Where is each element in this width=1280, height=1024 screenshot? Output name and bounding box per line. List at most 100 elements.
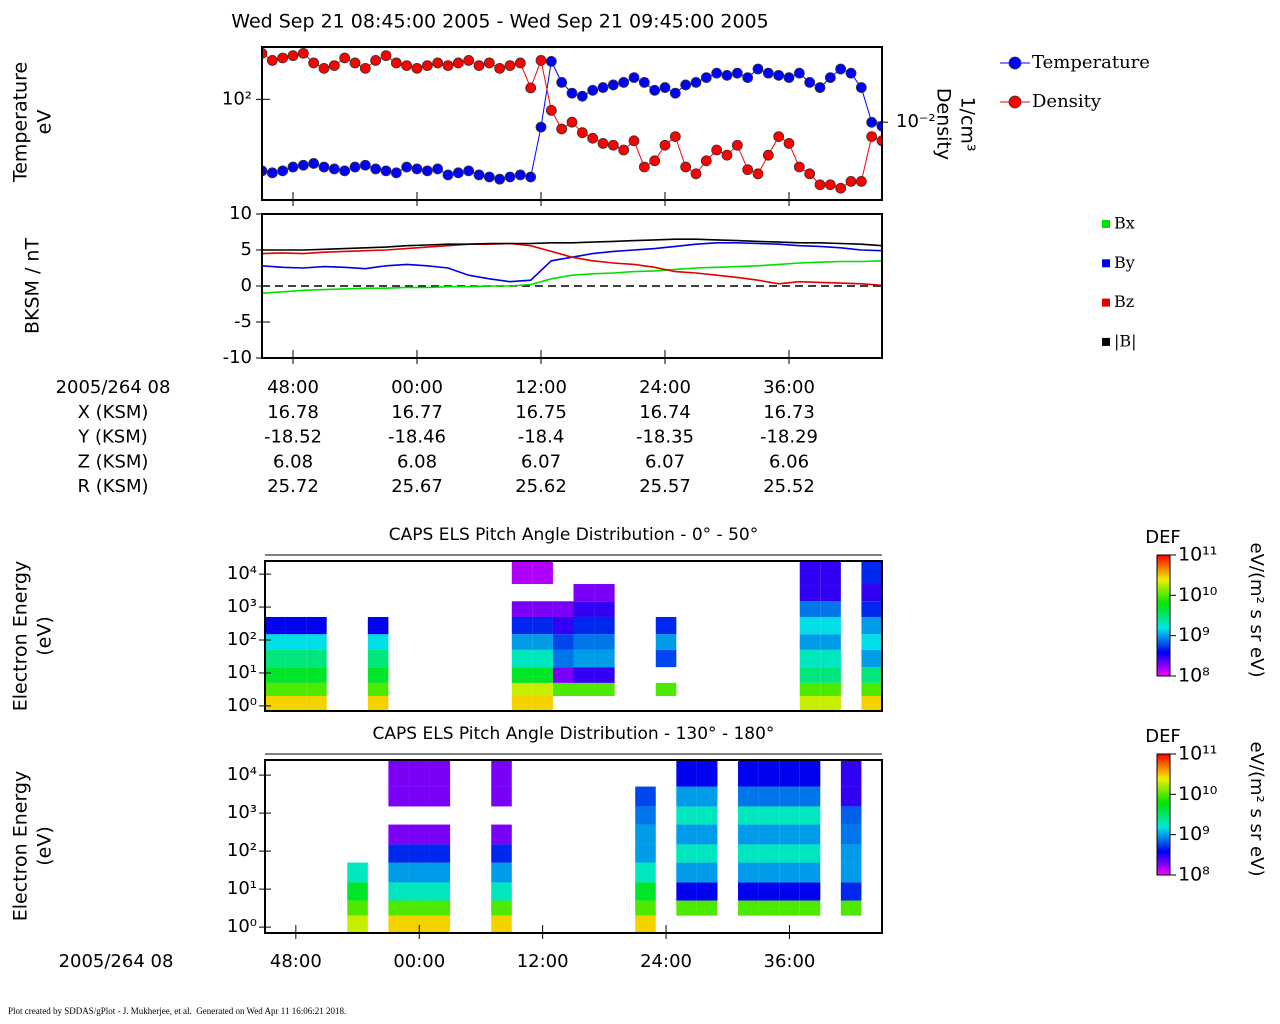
heat-cell bbox=[758, 844, 780, 863]
legend-marker bbox=[1008, 95, 1022, 109]
heat-cell bbox=[820, 649, 841, 668]
y-axis-label: BKSM / nT bbox=[22, 238, 44, 334]
heat-cell bbox=[738, 760, 759, 787]
heat-cell bbox=[655, 634, 677, 650]
heat-cell bbox=[799, 862, 821, 883]
heat-cell bbox=[635, 882, 656, 901]
colorbar-segment bbox=[1157, 643, 1170, 647]
colorbar-segment bbox=[1157, 609, 1170, 612]
heat-cell bbox=[408, 824, 430, 845]
data-point bbox=[762, 67, 774, 79]
x-tick-label: 48:00 bbox=[270, 951, 322, 972]
y-tick-label: 10³ bbox=[227, 596, 257, 617]
plot-frame bbox=[261, 213, 883, 359]
heat-cell bbox=[594, 634, 615, 650]
colorbar-segment bbox=[1157, 790, 1170, 793]
data-point bbox=[556, 76, 568, 88]
data-point bbox=[349, 57, 361, 69]
colorbar-segment bbox=[1157, 593, 1170, 596]
colorbar-segment bbox=[1157, 772, 1170, 775]
data-point bbox=[597, 82, 609, 93]
data-point bbox=[711, 144, 723, 156]
heat-cell bbox=[696, 786, 718, 807]
legend-label: By bbox=[1114, 253, 1135, 272]
colorbar-segment bbox=[1157, 561, 1170, 564]
heat-cell bbox=[573, 634, 595, 650]
data-point bbox=[731, 139, 743, 151]
heat-cell bbox=[676, 900, 697, 916]
heat-cell bbox=[799, 882, 821, 901]
data-point bbox=[597, 138, 609, 149]
data-point bbox=[752, 168, 764, 180]
data-point bbox=[845, 176, 857, 187]
heat-cell bbox=[758, 806, 780, 825]
heat-cell bbox=[511, 682, 533, 696]
data-point bbox=[514, 169, 526, 181]
heat-cell bbox=[388, 915, 409, 933]
heat-cell bbox=[594, 601, 615, 617]
colorbar-segment bbox=[1157, 635, 1170, 639]
data-point bbox=[432, 57, 444, 69]
colorbar-segment bbox=[1157, 603, 1170, 606]
panel-title: CAPS ELS Pitch Angle Distribution - 0° -… bbox=[389, 525, 758, 545]
data-point bbox=[370, 163, 382, 175]
heat-cell bbox=[696, 882, 718, 901]
series-line bbox=[262, 242, 882, 287]
heat-cell bbox=[285, 667, 307, 683]
heat-cell bbox=[861, 667, 882, 683]
heat-cell bbox=[799, 682, 821, 696]
heat-cell bbox=[511, 695, 533, 711]
colorbar-segment bbox=[1157, 824, 1170, 828]
data-point bbox=[824, 179, 836, 191]
data-point bbox=[783, 72, 795, 84]
colorbar-segment bbox=[1157, 786, 1170, 789]
colorbar-segment bbox=[1157, 559, 1170, 562]
heat-cell bbox=[429, 824, 451, 845]
data-point bbox=[287, 161, 299, 173]
y-tick-label: 10¹ bbox=[227, 662, 257, 683]
data-point bbox=[649, 84, 661, 96]
colorbar-segment bbox=[1157, 766, 1170, 769]
data-point bbox=[339, 165, 351, 177]
y-axis-label: Electron Energy bbox=[10, 771, 32, 922]
legend-marker bbox=[1008, 56, 1022, 70]
data-point bbox=[297, 47, 309, 59]
heat-cell bbox=[635, 900, 656, 916]
heat-cell bbox=[573, 601, 595, 617]
heat-cell bbox=[408, 786, 430, 807]
colorbar-segment bbox=[1157, 780, 1170, 783]
data-point bbox=[287, 50, 299, 62]
y-axis-label: (eV) bbox=[34, 616, 56, 656]
colorbar-segment bbox=[1157, 838, 1170, 842]
heat-cell bbox=[491, 882, 512, 901]
heat-cell bbox=[861, 634, 882, 650]
data-point bbox=[690, 168, 702, 180]
data-point bbox=[297, 159, 309, 171]
heat-cell bbox=[738, 786, 759, 807]
colorbar-segment bbox=[1157, 778, 1170, 781]
heat-cell bbox=[429, 862, 451, 883]
colorbar-segment bbox=[1157, 774, 1170, 777]
heat-cell bbox=[388, 882, 409, 901]
colorbar-segment bbox=[1157, 796, 1170, 799]
data-point bbox=[607, 139, 619, 151]
colorbar-segment bbox=[1157, 856, 1170, 860]
heat-cell bbox=[532, 601, 553, 617]
heat-cell bbox=[429, 882, 451, 901]
data-point bbox=[514, 57, 526, 69]
heat-cell bbox=[676, 760, 697, 787]
ephemeris-value: 25.62 bbox=[515, 476, 567, 497]
colorbar-segment bbox=[1157, 866, 1170, 870]
ephemeris-value: 6.07 bbox=[521, 451, 561, 472]
data-point bbox=[494, 173, 506, 185]
y2-axis-label: Density bbox=[933, 88, 955, 160]
heat-cell bbox=[820, 682, 841, 696]
y-axis-label: Electron Energy bbox=[10, 561, 32, 712]
data-point bbox=[628, 72, 640, 84]
colorbar-segment bbox=[1157, 673, 1170, 677]
colorbar-segment bbox=[1157, 661, 1170, 665]
colorbar-segment bbox=[1157, 848, 1170, 852]
colorbar-segment bbox=[1157, 864, 1170, 868]
